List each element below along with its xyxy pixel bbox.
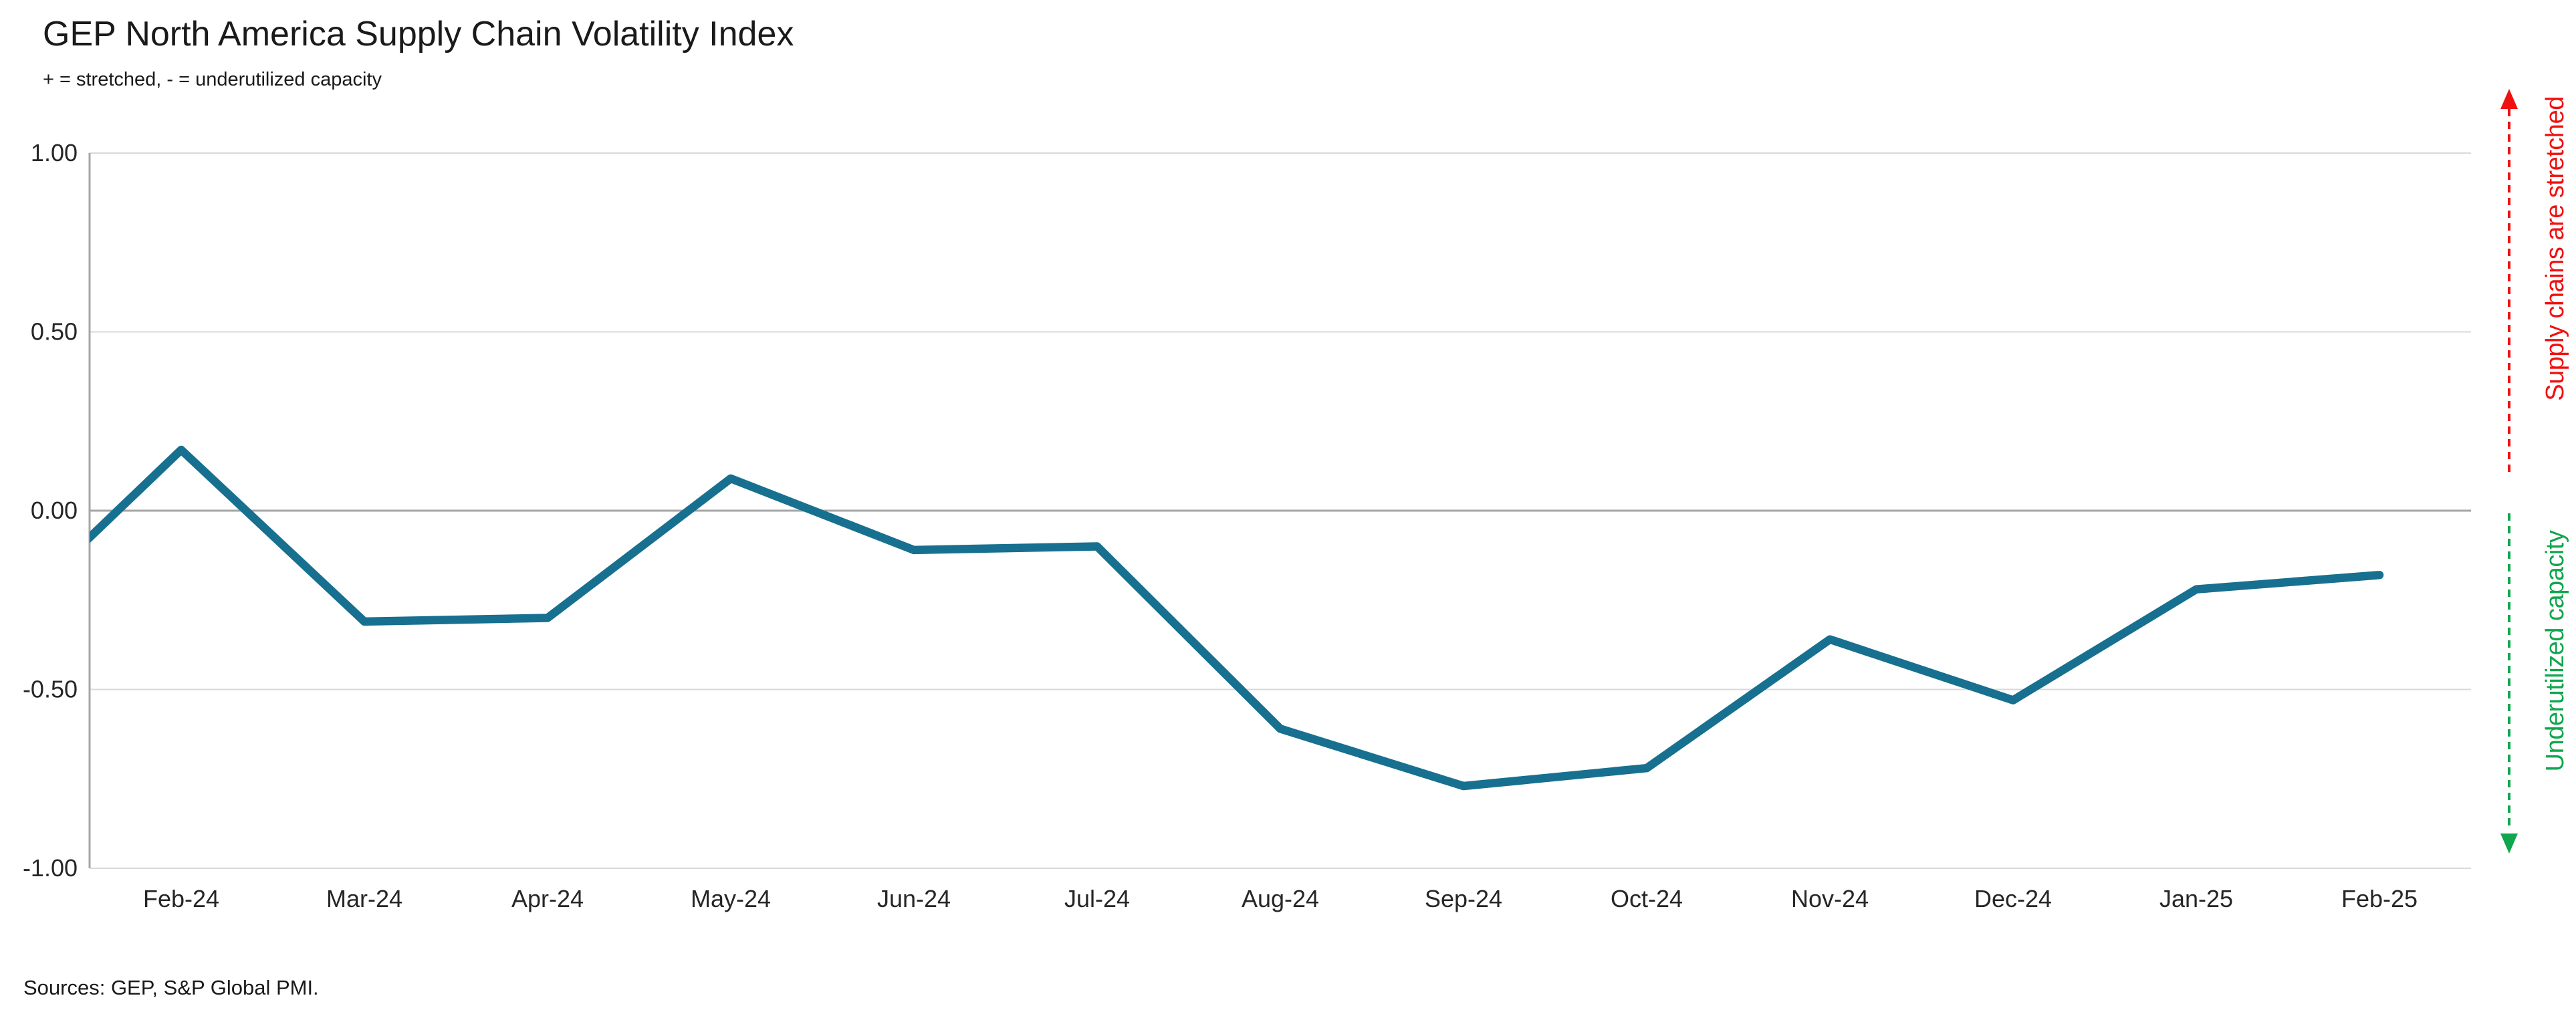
y-axis-tick-label: -1.00 — [23, 854, 78, 882]
y-axis-tick-label: 0.50 — [31, 318, 78, 346]
chart-title: GEP North America Supply Chain Volatilit… — [43, 15, 794, 53]
x-axis-tick-label: Feb-25 — [2341, 885, 2418, 912]
x-axis-tick-label: Apr-24 — [511, 885, 584, 912]
x-axis-tick-label: Jun-24 — [877, 885, 951, 912]
x-axis-tick-label: Nov-24 — [1791, 885, 1869, 912]
underutilized-annotation: Underutilized capacity — [2500, 513, 2569, 854]
volatility-index-line — [90, 445, 2384, 791]
x-axis-tick-label: Dec-24 — [1974, 885, 2052, 912]
stretched-annotation: Supply chains are stretched — [2500, 89, 2569, 473]
up-arrow-icon — [2500, 89, 2518, 109]
down-arrow-icon — [2500, 833, 2518, 854]
y-axis-tick-label: 1.00 — [31, 139, 78, 166]
x-axis-tick-label: Jul-24 — [1064, 885, 1130, 912]
underutilized-label: Underutilized capacity — [2541, 530, 2569, 771]
chart-subtitle: + = stretched, - = underutilized capacit… — [43, 69, 382, 90]
x-axis-tick-label: Jan-25 — [2159, 885, 2233, 912]
y-axis-tick-label: -0.50 — [23, 676, 78, 703]
x-axis-tick-label: May-24 — [691, 885, 771, 912]
x-axis-tick-label: Sep-24 — [1425, 885, 1502, 912]
x-axis-tick-label: Oct-24 — [1611, 885, 1683, 912]
sources-note: Sources: GEP, S&P Global PMI. — [23, 976, 319, 999]
x-axis-tick-label: Mar-24 — [326, 885, 402, 912]
x-axis-tick-label: Aug-24 — [1242, 885, 1319, 912]
y-axis-tick-label: 0.00 — [31, 497, 78, 524]
stretched-label: Supply chains are stretched — [2541, 96, 2569, 400]
x-axis-tick-label: Feb-24 — [143, 885, 219, 912]
